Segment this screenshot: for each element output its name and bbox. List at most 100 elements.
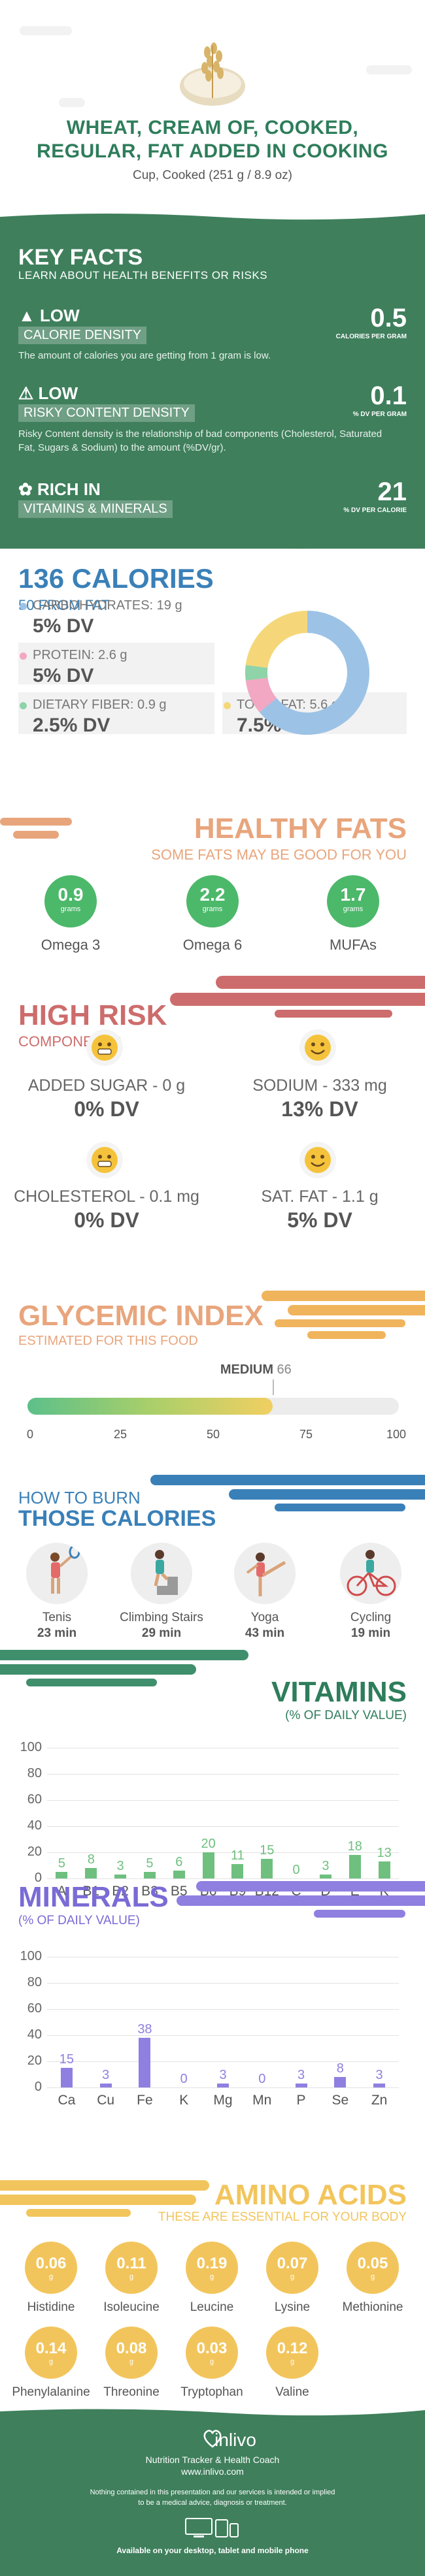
bar-value-label: 3 — [102, 2068, 110, 2082]
amino-unit: g — [209, 2358, 214, 2366]
brand-url[interactable]: www.inlivo.com — [181, 2466, 244, 2477]
calorie-density-level: ▲ LOW — [18, 306, 80, 325]
bar-value-label: 3 — [116, 1859, 124, 1873]
climbing-stairs-icon — [131, 1543, 192, 1604]
bar-value-label: 6 — [175, 1855, 183, 1869]
bar-category-label: B1 — [82, 1884, 100, 1899]
tenis-minutes: 23 min — [37, 1626, 77, 1640]
bar-category-label: Fe — [137, 2093, 153, 2108]
bar-category-label: A — [57, 1884, 67, 1899]
disclaimer-line-2: to be a medical advice, diagnosis or tre… — [138, 2499, 287, 2507]
fiber-label: DIETARY FIBER: 0.9 g — [33, 698, 167, 712]
amino-unit: g — [290, 2273, 295, 2281]
bar-B12 — [261, 1859, 273, 1878]
amino-badge-histidine: 0.06 g — [25, 2242, 77, 2294]
amino-unit: g — [48, 2358, 54, 2366]
decorative-stripe — [0, 2195, 196, 2205]
tenis-label: Tenis — [42, 1611, 72, 1624]
bar-Ca — [60, 2068, 73, 2087]
amino-name: Leucine — [190, 2300, 234, 2314]
bar-category-label: B3 — [141, 1884, 158, 1899]
vitamins-minerals-unit: % DV PER CALORIE — [343, 507, 407, 514]
donut-slice-fat — [245, 611, 308, 669]
bar-value-label: 8 — [336, 2061, 344, 2076]
decorative-stripe — [0, 818, 72, 826]
risky-density-description: Risky Content density is the relationshi… — [18, 428, 382, 453]
decorative-stripe — [275, 1504, 405, 1511]
amino-badge-methionine: 0.05 g — [347, 2242, 399, 2294]
decorative-stripe — [13, 831, 59, 839]
amino-value: 0.08 — [116, 2340, 147, 2357]
decorative-stripe — [216, 976, 425, 989]
fat-dot — [224, 702, 231, 709]
bar-P — [295, 2084, 307, 2087]
bar-B5 — [173, 1871, 185, 1878]
bar-K — [378, 1861, 390, 1878]
amino-name: Valine — [275, 2385, 309, 2399]
decorative-stripe — [177, 1895, 425, 1906]
amino-value: 0.12 — [277, 2340, 308, 2357]
vitamins-title: VITAMINS — [271, 1676, 407, 1708]
carbohydrates-dv: 5% DV — [33, 615, 94, 637]
chart-gridline — [47, 1800, 399, 1801]
bar-B1 — [85, 1868, 97, 1878]
glycemic-subtitle: ESTIMATED FOR THIS FOOD — [18, 1334, 198, 1348]
bar-value-label: 3 — [297, 2068, 305, 2082]
bar-value-label: 0 — [258, 2072, 266, 2086]
calorie-density-label: CALORIE DENSITY — [18, 327, 147, 344]
decorative-stripe — [288, 1305, 425, 1315]
bar-category-label: Mg — [213, 2093, 233, 2108]
bar-value-label: 5 — [58, 1856, 65, 1871]
y-tick-label: 20 — [27, 1844, 42, 1859]
bar-value-label: 13 — [377, 1846, 392, 1860]
minerals-title: MINERALS — [18, 1881, 169, 1913]
omega3-label: Omega 3 — [41, 937, 101, 953]
disclaimer-line-1: Nothing contained in this presentation a… — [90, 2488, 335, 2496]
sat-fat-label: SAT. FAT - 1.1 g — [261, 1187, 379, 1206]
burn-title-big: THOSE CALORIES — [18, 1506, 216, 1531]
yoga-minutes: 43 min — [245, 1626, 285, 1640]
bar-Mg — [217, 2084, 229, 2087]
amino-value: 0.14 — [35, 2340, 67, 2357]
macro-protein: PROTEIN: 2.6 g 5% DV — [18, 643, 214, 686]
bar-value-label: 5 — [146, 1856, 154, 1871]
bar-value-label: 0 — [180, 2072, 188, 2086]
fiber-dv: 2.5% DV — [33, 715, 110, 736]
serving-size: Cup, Cooked (251 g / 8.9 oz) — [133, 169, 292, 182]
risky-density-unit: % DV PER GRAM — [352, 411, 407, 418]
yoga-pose-icon — [234, 1543, 296, 1604]
burn-title-small: HOW TO BURN — [18, 1488, 141, 1507]
key-facts-title: KEY FACTS — [18, 245, 143, 270]
mufas-badge: 1.7 grams — [327, 875, 379, 927]
bar-A — [56, 1872, 68, 1878]
bar-category-label: Ca — [58, 2093, 76, 2108]
glycemic-tick-label: 50 — [206, 1428, 220, 1441]
chart-gridline — [47, 2061, 399, 2062]
omega6-label: Omega 6 — [182, 937, 243, 953]
decorative-stripe — [0, 2180, 209, 2191]
bar-category-label: Cu — [97, 2093, 115, 2108]
bar-Zn — [373, 2084, 386, 2087]
bar-category-label: Mn — [252, 2093, 272, 2108]
bar-value-label: 15 — [260, 1843, 275, 1858]
protein-dot — [20, 652, 27, 660]
smile-face-icon — [299, 1142, 336, 1178]
decorative-stripe — [275, 1010, 392, 1018]
bar-value-label: 11 — [231, 1848, 245, 1863]
bar-B6 — [202, 1852, 214, 1878]
amino-value: 0.11 — [116, 2255, 146, 2272]
bar-value-label: 3 — [322, 1859, 330, 1873]
chart-gridline — [47, 2009, 399, 2010]
added-sugar-label: ADDED SUGAR - 0 g — [27, 1076, 186, 1095]
chart-gridline — [47, 1852, 399, 1853]
bar-value-label: 18 — [347, 1839, 362, 1854]
key-facts-subtitle: LEARN ABOUT HEALTH BENEFITS OR RISKS — [18, 269, 268, 282]
amino-title: AMINO ACIDS — [214, 2179, 407, 2211]
page-title: WHEAT, CREAM OF, COOKED, REGULAR, FAT AD… — [37, 117, 388, 162]
amino-badge-threonine: 0.08 g — [105, 2326, 158, 2379]
y-tick-label: 0 — [34, 2080, 42, 2094]
bar-Cu — [99, 2084, 112, 2087]
glycemic-value: 66 — [277, 1362, 292, 1377]
amino-value: 0.05 — [357, 2255, 388, 2272]
calories-from-fat: 50 FROM FAT — [18, 597, 110, 613]
